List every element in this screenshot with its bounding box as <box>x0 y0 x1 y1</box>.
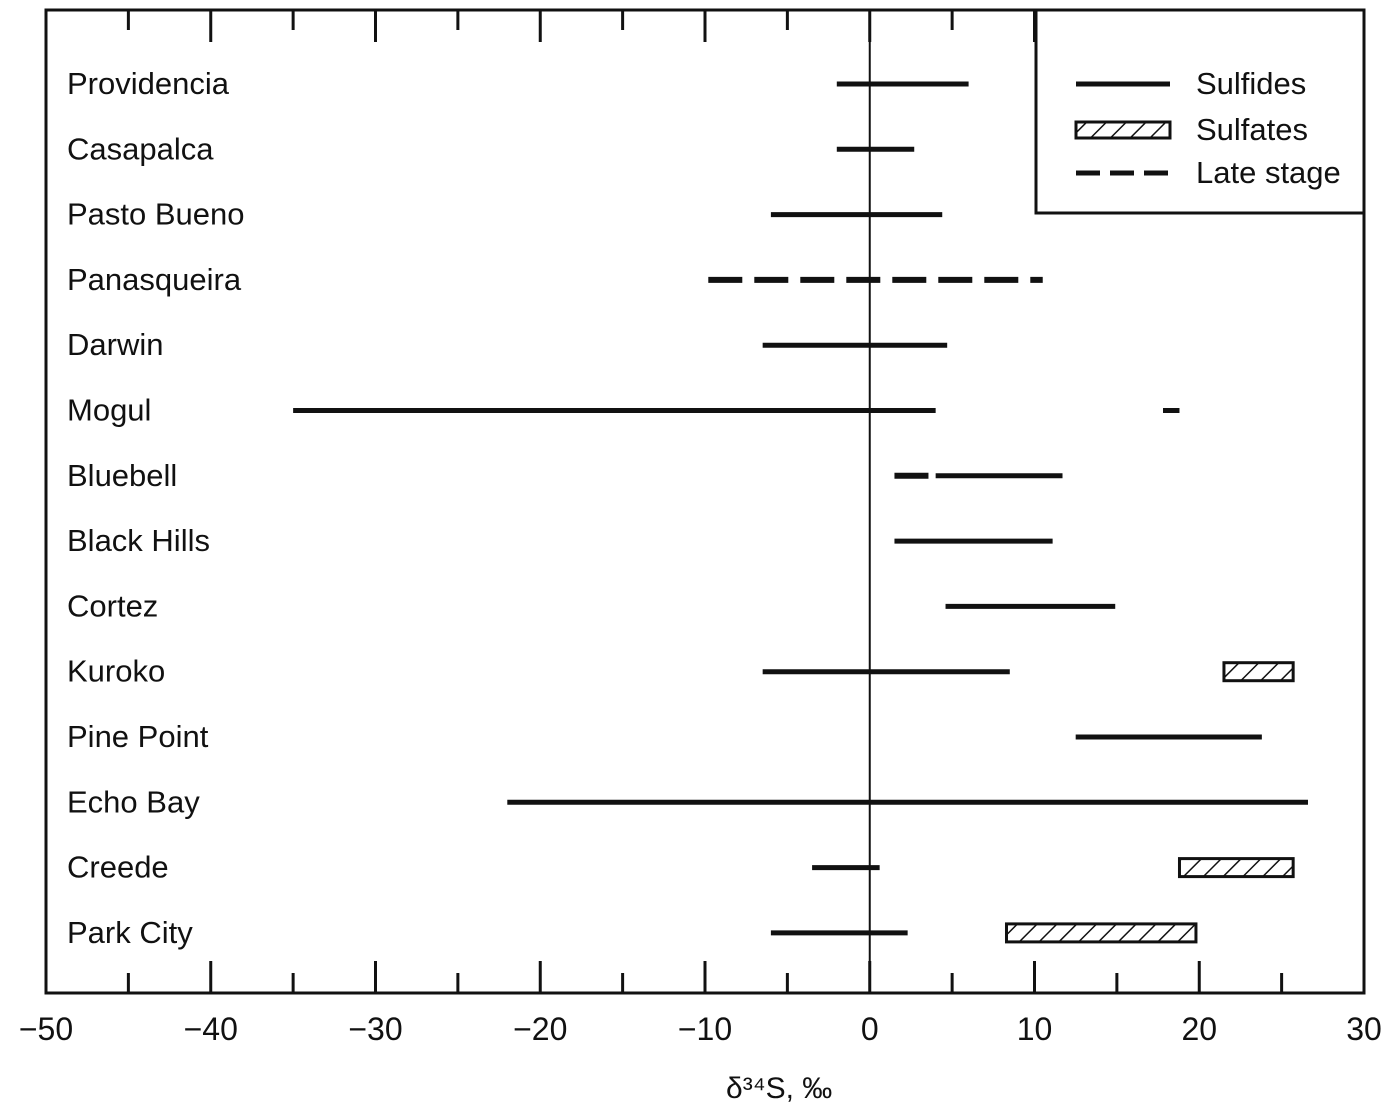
sulfate-range-bar <box>1177 857 1295 879</box>
x-tick-label: 10 <box>1017 1011 1053 1047</box>
site-label: Kuroko <box>67 654 165 689</box>
x-tick-label: 30 <box>1346 1011 1382 1047</box>
legend-label: Late stage <box>1196 155 1341 190</box>
site-label: Cortez <box>67 588 158 623</box>
site-label: Mogul <box>67 393 151 428</box>
sulfate-range-bar <box>1004 922 1198 944</box>
x-tick-label: −30 <box>348 1011 402 1047</box>
site-label: Casapalca <box>67 131 214 166</box>
site-label: Black Hills <box>67 523 210 558</box>
legend-swatch-sulfates <box>1074 120 1172 140</box>
site-label: Darwin <box>67 327 163 362</box>
site-label: Bluebell <box>67 458 177 493</box>
site-label: Providencia <box>67 66 230 101</box>
x-tick-label: −20 <box>513 1011 567 1047</box>
x-tick-label: −10 <box>678 1011 732 1047</box>
site-label: Pine Point <box>67 719 209 754</box>
x-tick-label: 0 <box>861 1011 879 1047</box>
site-label: Panasqueira <box>67 262 242 297</box>
legend-label: Sulfates <box>1196 112 1308 147</box>
legend-box <box>1034 8 1366 215</box>
site-label: Park City <box>67 915 193 950</box>
site-label: Echo Bay <box>67 784 200 819</box>
sulfate-range-bar <box>1222 661 1295 683</box>
site-label: Pasto Bueno <box>67 197 245 232</box>
x-tick-label: −50 <box>19 1011 73 1047</box>
site-label: Creede <box>67 850 169 885</box>
legend: Sulfides Sulfates Late stage <box>1034 8 1366 215</box>
x-axis-title: δ³⁴S, ‰ <box>726 1072 832 1105</box>
x-tick-label: 20 <box>1181 1011 1217 1047</box>
x-tick-label: −40 <box>184 1011 238 1047</box>
legend-label: Sulfides <box>1196 66 1306 101</box>
